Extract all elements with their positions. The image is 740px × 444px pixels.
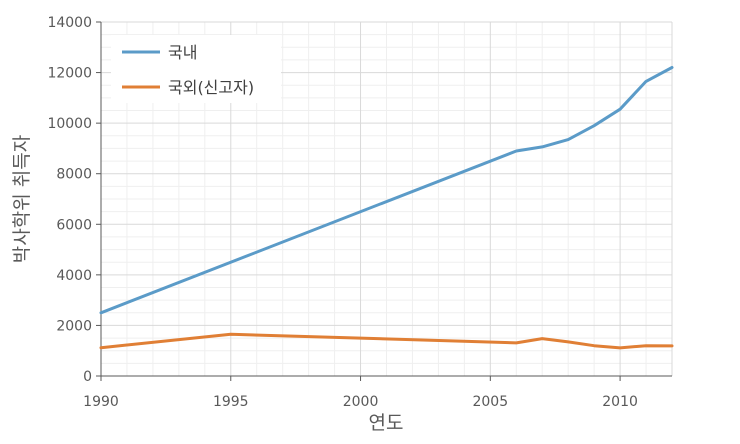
y-axis-label: 박사학위 취득자 xyxy=(11,135,33,263)
legend-background xyxy=(111,35,281,103)
y-tick-label: 6000 xyxy=(56,217,92,233)
x-tick-label: 2010 xyxy=(602,394,638,410)
legend-label-foreign: 국외(신고자) xyxy=(168,78,254,97)
x-tick-label: 1990 xyxy=(83,394,119,410)
axes xyxy=(96,21,672,381)
tick-labels: 0 2000 4000 6000 8000 10000 12000 14000 1990 1995… xyxy=(47,15,637,410)
y-tick-label: 12000 xyxy=(47,66,92,82)
x-tick-label: 1995 xyxy=(213,394,249,410)
legend: 국내 국외(신고자) xyxy=(111,35,281,103)
y-tick-label: 14000 xyxy=(47,15,92,31)
y-tick-label: 0 xyxy=(83,369,92,385)
series-line-domestic xyxy=(99,66,674,315)
x-axis-label: 연도 xyxy=(369,412,404,434)
y-tick-label: 10000 xyxy=(47,116,92,132)
legend-label-domestic: 국내 xyxy=(168,43,197,62)
series-lines xyxy=(99,66,674,350)
y-tick-label: 8000 xyxy=(56,167,92,183)
x-tick-label: 2005 xyxy=(472,394,508,410)
x-tick-label: 2000 xyxy=(343,394,379,410)
y-tick-label: 2000 xyxy=(56,318,92,334)
series-line-foreign xyxy=(99,332,674,350)
y-tick-label: 4000 xyxy=(56,268,92,284)
